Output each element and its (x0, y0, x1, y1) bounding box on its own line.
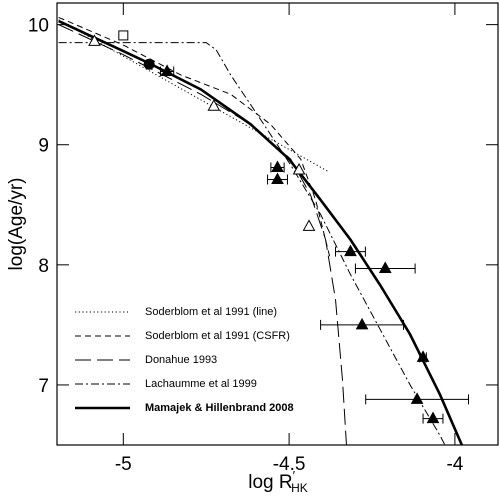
x-tick-label: -5 (115, 454, 132, 475)
curves (58, 16, 464, 445)
curve (58, 16, 332, 261)
marker-square (118, 30, 129, 41)
legend-label: Lachaumme et al 1999 (145, 378, 257, 390)
marker-triangle (88, 34, 101, 46)
marker-triangle (426, 411, 440, 424)
marker-triangle (416, 350, 430, 362)
y-tick-label: 9 (38, 136, 49, 157)
x-label-prime: ′ (293, 468, 296, 483)
marker-triangle (292, 162, 306, 175)
x-tick-label: -4.5 (273, 454, 306, 475)
curve (58, 42, 446, 445)
y-tick-label: 10 (28, 16, 49, 37)
marker-triangle (355, 317, 369, 330)
plot-frame (56, 2, 499, 446)
marker-triangle (271, 172, 284, 185)
y-tick-label: 7 (38, 376, 49, 397)
curve (58, 19, 464, 445)
x-axis-label: log R′ HK (248, 468, 307, 495)
marker-triangle (344, 244, 357, 257)
y-axis-label: log(Age/yr) (6, 178, 27, 271)
legend-label: Soderblom et al 1991 (CSFR) (145, 330, 290, 342)
marker-circle (143, 58, 155, 70)
x-tick-label: -4 (446, 454, 463, 475)
marker-triangle (410, 392, 424, 404)
x-label-text: log R (248, 472, 292, 493)
x-label-subscript: HK (291, 481, 308, 495)
legend-label: Mamajek & Hillenbrand 2008 (145, 402, 294, 414)
marker-triangle (160, 64, 174, 76)
legend-label: Soderblom et al 1991 (line) (145, 306, 277, 318)
marker-triangle (207, 99, 221, 111)
legend-label: Donahue 1993 (145, 354, 217, 366)
marker-triangle (302, 219, 316, 231)
marker-triangle (378, 261, 392, 273)
marker-triangle (271, 160, 284, 173)
y-tick-label: 8 (38, 256, 49, 277)
